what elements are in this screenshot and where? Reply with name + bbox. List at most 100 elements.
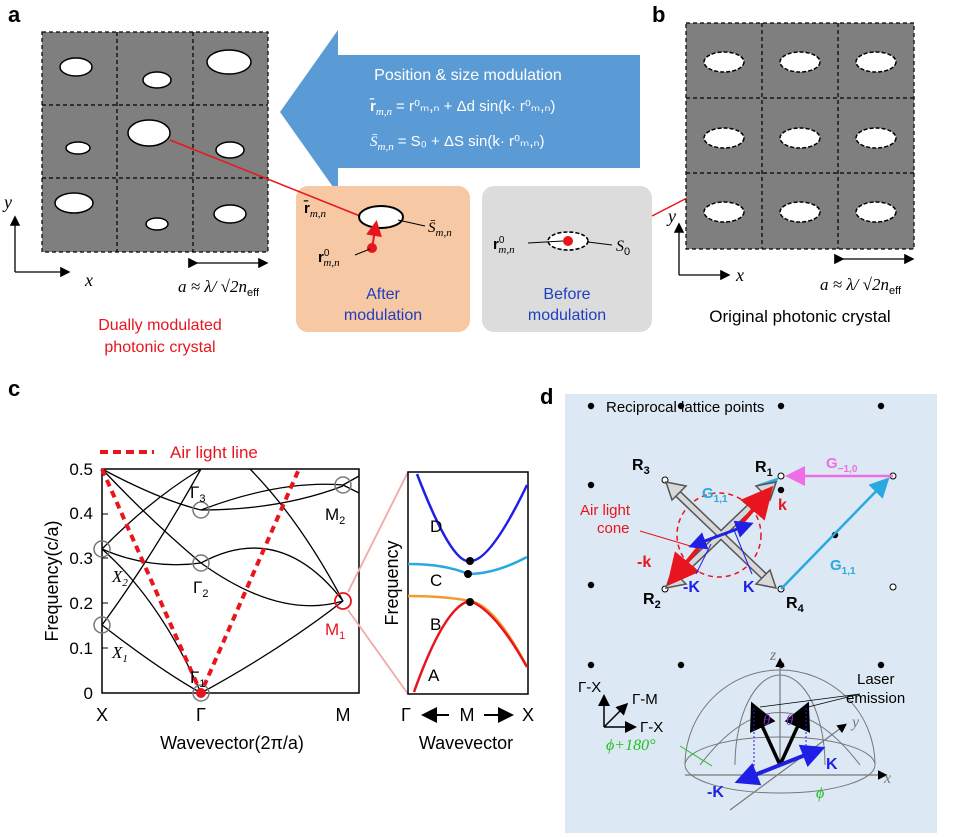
label-x2: X2	[111, 567, 128, 589]
label-gamma3: Γ3	[190, 483, 206, 505]
lattice-constant-a: a ≈ λ/ √2neff	[178, 277, 260, 299]
band-label-b: B	[430, 615, 441, 634]
laser-label-1: Laser	[857, 671, 895, 688]
after-modulation-box	[296, 186, 470, 332]
label-g11-right: G1,1	[830, 557, 856, 577]
laser-beam-right	[778, 701, 811, 766]
band-curves	[101, 468, 360, 694]
phi-label: ϕ	[816, 785, 824, 802]
y-tick-0: 0	[84, 684, 93, 703]
after-r-bar: r̄m,n	[303, 199, 326, 220]
before-modulation-box	[482, 186, 652, 332]
lattice-constant-b: a ≈ λ/ √2neff	[820, 275, 902, 297]
before-r0: r0 m,n	[493, 235, 515, 256]
original-holes	[703, 51, 897, 223]
original-center-dot	[367, 243, 377, 253]
modulation-arrow	[280, 30, 640, 194]
y-tick-5: 0.5	[69, 460, 93, 479]
legend-air-line-label: Air light line	[170, 443, 258, 462]
y-tick-4: 0.4	[69, 504, 93, 523]
label-k: k	[778, 497, 787, 514]
minus-K-arrow	[688, 532, 722, 550]
equation-2: S̄m,n = S₀ + ΔS sin(k· r⁰ₘ,ₙ)	[370, 133, 544, 153]
panel-a: y x a ≈ λ/ √2neff Dually modulated photo…	[2, 30, 801, 356]
label-m2: M2	[325, 505, 345, 527]
after-label-1: After	[366, 286, 400, 303]
label-m1: M1	[325, 620, 345, 642]
axis-x-b: x	[735, 265, 744, 285]
label-r3: R3	[632, 457, 650, 477]
modulation-title: Position & size modulation	[374, 67, 562, 84]
label-minus-K3d: -K	[707, 784, 724, 801]
panel-label-c: c	[8, 376, 20, 401]
gamma1-dot	[196, 688, 206, 698]
panel-c: Air light line	[42, 443, 534, 753]
band-label-d: D	[430, 517, 442, 536]
x-tick-m: M	[336, 705, 351, 725]
caption-a-line2: photonic crystal	[104, 339, 215, 356]
x-axis-label-inset: Wavevector	[419, 733, 513, 753]
after-label-2: modulation	[344, 307, 422, 324]
band-label-c: C	[430, 571, 442, 590]
dir-gx-v: Γ-X	[578, 679, 601, 696]
axes-3d	[685, 657, 888, 811]
modulated-holes	[54, 49, 252, 231]
axis-x-3d: x	[883, 770, 891, 787]
inset-tick-gamma: Γ	[401, 705, 411, 725]
after-r0: r0 m,n	[318, 248, 340, 269]
air-cone-label-1: Air light	[580, 502, 631, 519]
panel-b: y x a ≈ λ/ √2neff Original photonic crys…	[666, 22, 915, 326]
label-K: K	[743, 579, 755, 596]
y-tick-2: 0.2	[69, 594, 93, 613]
axis-x-a: x	[84, 270, 93, 290]
axis-y-a: y	[2, 192, 12, 212]
label-g11-top: G1,1	[702, 485, 728, 505]
theta-left: θ	[763, 713, 771, 729]
label-g-10: G−1,0	[826, 455, 858, 475]
label-r1: R1	[755, 459, 773, 479]
y-tick-1: 0.1	[69, 639, 93, 658]
panel-label-b: b	[652, 2, 665, 27]
band-label-a: A	[428, 666, 440, 685]
axis-z: z	[769, 647, 777, 664]
caption-a-line1: Dually modulated	[98, 317, 222, 334]
original-crystal-grid	[685, 22, 915, 250]
air-light-cone	[676, 492, 762, 578]
axis-y-3d: y	[850, 714, 860, 731]
label-minus-k: -k	[637, 554, 651, 571]
label-r4: R4	[786, 595, 805, 615]
label-K3d: K	[826, 756, 838, 773]
before-label-1: Before	[543, 286, 590, 303]
before-label-2: modulation	[528, 307, 606, 324]
g11-arrow-right	[780, 477, 890, 590]
y-axis-label-inset: Frequency	[382, 540, 402, 625]
label-minus-K: -K	[683, 579, 700, 596]
axes-a	[9, 215, 71, 278]
symmetry-point-markers	[93, 476, 352, 634]
laser-beam-left	[749, 701, 782, 766]
caption-b: Original photonic crystal	[709, 307, 890, 326]
modulated-crystal-grid	[41, 31, 269, 253]
direction-key	[598, 694, 637, 733]
panel-d: Reciprocal lattice points Air light cone	[565, 394, 937, 833]
laser-label-2: emission	[846, 690, 905, 707]
inset-tick-x: X	[522, 705, 534, 725]
y-axis-label-c: Frequency(c/a)	[42, 520, 62, 641]
inset-tick-m: M	[460, 705, 475, 725]
axes-b	[673, 222, 731, 281]
panel-label-a: a	[8, 2, 21, 27]
label-gamma1: Γ1	[190, 668, 206, 690]
phi-180-label: ϕ+180°	[606, 737, 656, 754]
dir-gx-h: Γ-X	[640, 719, 663, 736]
panel-label-d: d	[540, 384, 553, 409]
x-tick-gamma: Γ	[196, 705, 206, 725]
panel-d-background	[565, 394, 937, 833]
before-s0: S0	[616, 238, 630, 258]
air-cone-label-2: cone	[597, 520, 630, 537]
y-tick-labels: 0 0.1 0.2 0.3 0.4 0.5	[69, 460, 93, 703]
label-gamma2: Γ2	[193, 578, 209, 600]
equation-1: r̄m,n = r⁰ₘ,ₙ + Δd sin(k· r⁰ₘ,ₙ)	[369, 97, 555, 118]
after-s-bar: S̄m,n	[428, 220, 452, 239]
x-tick-x: X	[96, 705, 108, 725]
